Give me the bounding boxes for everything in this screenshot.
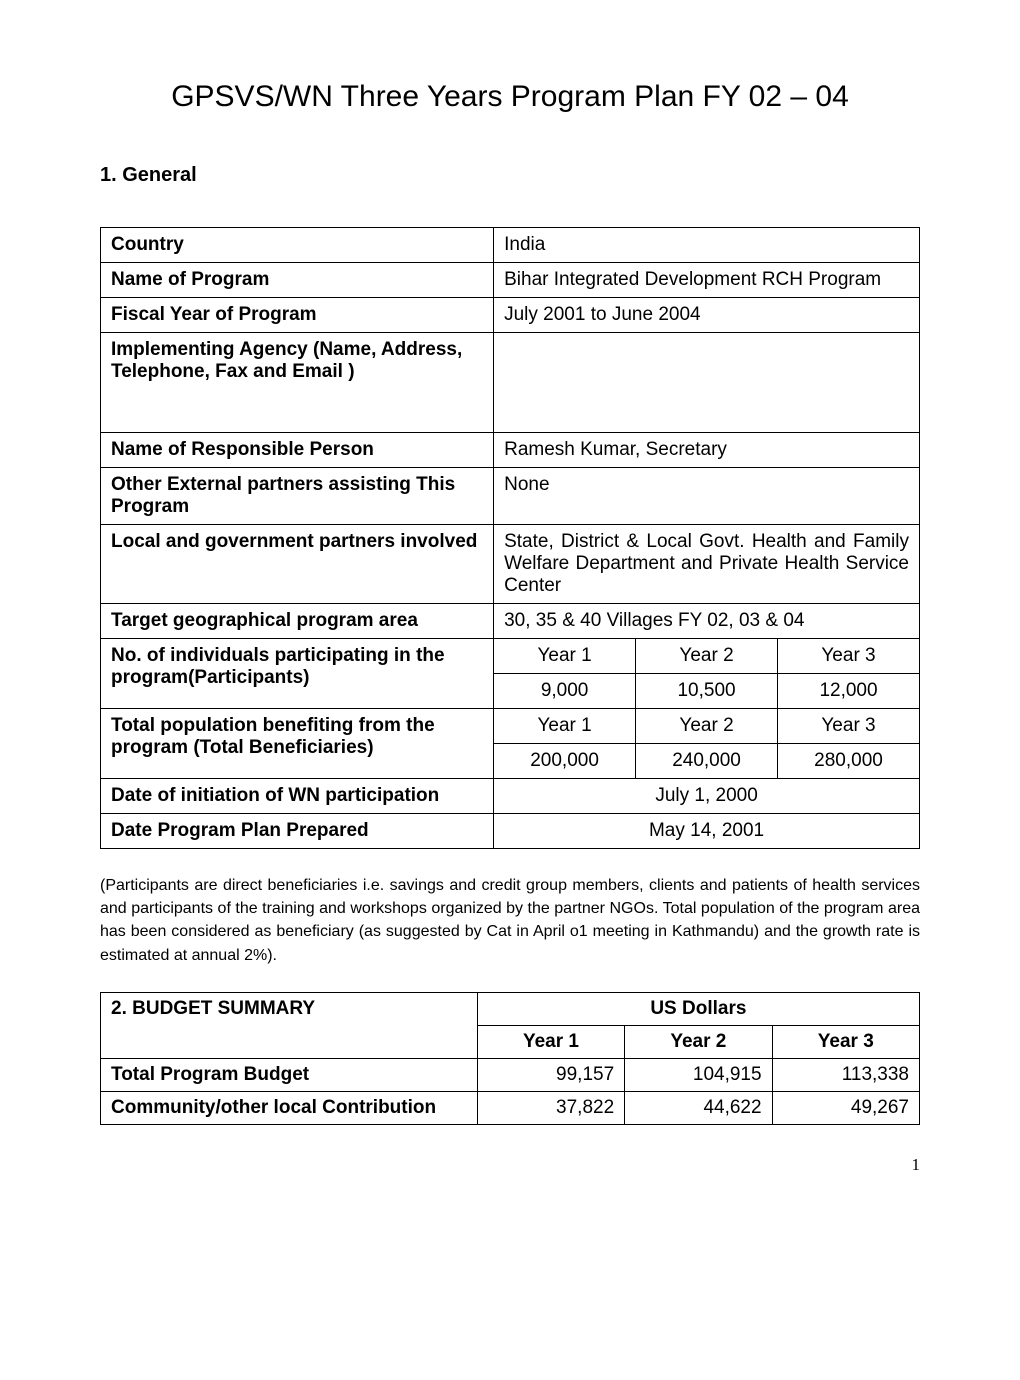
total-budget-label: Total Program Budget xyxy=(101,1058,478,1091)
table-row: Other External partners assisting This P… xyxy=(101,468,920,525)
agency-label: Implementing Agency (Name, Address, Tele… xyxy=(101,333,494,433)
table-row: Total population benefiting from the pro… xyxy=(101,709,920,744)
table-row: Local and government partners involved S… xyxy=(101,525,920,604)
document-title: GPSVS/WN Three Years Program Plan FY 02 … xyxy=(100,80,920,114)
table-row: Implementing Agency (Name, Address, Tele… xyxy=(101,333,920,433)
participants-y2: 10,500 xyxy=(636,674,778,709)
participants-label: No. of individuals participating in the … xyxy=(101,639,494,709)
program-name-label: Name of Program xyxy=(101,263,494,298)
year2-header-b: Year 2 xyxy=(636,709,778,744)
table-row: Country India xyxy=(101,228,920,263)
general-table: Country India Name of Program Bihar Inte… xyxy=(100,227,920,849)
participants-y3: 12,000 xyxy=(778,674,920,709)
external-label: Other External partners assisting This P… xyxy=(101,468,494,525)
table-row: Total Program Budget 99,157 104,915 113,… xyxy=(101,1058,920,1091)
table-row: Date Program Plan Prepared May 14, 2001 xyxy=(101,814,920,849)
budget-section: 2. BUDGET SUMMARY US Dollars Year 1 Year… xyxy=(100,992,920,1125)
page-number: 1 xyxy=(100,1155,920,1175)
country-label: Country xyxy=(101,228,494,263)
table-row: Date of initiation of WN participation J… xyxy=(101,779,920,814)
program-name-value: Bihar Integrated Development RCH Program xyxy=(494,263,920,298)
section1-heading: 1. General xyxy=(100,164,920,187)
year2-header: Year 2 xyxy=(636,639,778,674)
budget-year2-header: Year 2 xyxy=(625,1025,772,1058)
target-area-label: Target geographical program area xyxy=(101,604,494,639)
external-value: None xyxy=(494,468,920,525)
participants-note: (Participants are direct beneficiaries i… xyxy=(100,874,920,967)
community-label: Community/other local Contribution xyxy=(101,1091,478,1124)
table-row: Name of Program Bihar Integrated Develop… xyxy=(101,263,920,298)
fiscal-year-label: Fiscal Year of Program xyxy=(101,298,494,333)
community-y3: 49,267 xyxy=(772,1091,919,1124)
table-row: Fiscal Year of Program July 2001 to June… xyxy=(101,298,920,333)
table-row: 2. BUDGET SUMMARY US Dollars xyxy=(101,992,920,1025)
budget-year1-header: Year 1 xyxy=(477,1025,624,1058)
section2-heading: 2. BUDGET SUMMARY xyxy=(101,992,478,1025)
total-y2: 104,915 xyxy=(625,1058,772,1091)
us-dollars-header: US Dollars xyxy=(477,992,919,1025)
budget-table: 2. BUDGET SUMMARY US Dollars Year 1 Year… xyxy=(100,992,920,1125)
local-gov-value: State, District & Local Govt. Health and… xyxy=(494,525,920,604)
community-y1: 37,822 xyxy=(477,1091,624,1124)
beneficiaries-label: Total population benefiting from the pro… xyxy=(101,709,494,779)
plan-date-label: Date Program Plan Prepared xyxy=(101,814,494,849)
participants-y1: 9,000 xyxy=(494,674,636,709)
year1-header-b: Year 1 xyxy=(494,709,636,744)
target-area-value: 30, 35 & 40 Villages FY 02, 03 & 04 xyxy=(494,604,920,639)
table-row: Year 1 Year 2 Year 3 xyxy=(101,1025,920,1058)
init-date-value: July 1, 2000 xyxy=(494,779,920,814)
responsible-label: Name of Responsible Person xyxy=(101,433,494,468)
table-row: Target geographical program area 30, 35 … xyxy=(101,604,920,639)
fiscal-year-value: July 2001 to June 2004 xyxy=(494,298,920,333)
agency-value xyxy=(494,333,920,433)
year3-header-b: Year 3 xyxy=(778,709,920,744)
local-gov-label: Local and government partners involved xyxy=(101,525,494,604)
plan-date-value: May 14, 2001 xyxy=(494,814,920,849)
year3-header: Year 3 xyxy=(778,639,920,674)
empty-cell xyxy=(101,1025,478,1058)
year1-header: Year 1 xyxy=(494,639,636,674)
table-row: Name of Responsible Person Ramesh Kumar,… xyxy=(101,433,920,468)
init-date-label: Date of initiation of WN participation xyxy=(101,779,494,814)
total-y3: 113,338 xyxy=(772,1058,919,1091)
benef-y3: 280,000 xyxy=(778,744,920,779)
community-y2: 44,622 xyxy=(625,1091,772,1124)
country-value: India xyxy=(494,228,920,263)
table-row: Community/other local Contribution 37,82… xyxy=(101,1091,920,1124)
table-row: No. of individuals participating in the … xyxy=(101,639,920,674)
responsible-value: Ramesh Kumar, Secretary xyxy=(494,433,920,468)
benef-y2: 240,000 xyxy=(636,744,778,779)
budget-year3-header: Year 3 xyxy=(772,1025,919,1058)
benef-y1: 200,000 xyxy=(494,744,636,779)
total-y1: 99,157 xyxy=(477,1058,624,1091)
